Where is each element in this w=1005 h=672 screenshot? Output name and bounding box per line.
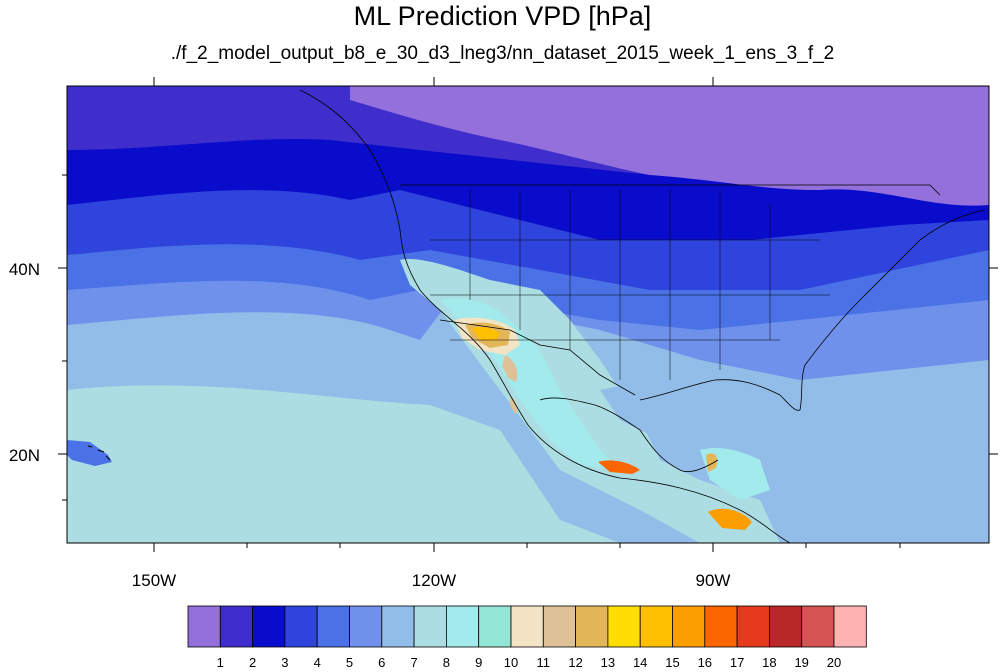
colorbar-label: 1: [217, 655, 224, 670]
colorbar-label: 20: [827, 655, 841, 670]
colorbar-label: 13: [601, 655, 615, 670]
field-level-12: [502, 355, 518, 382]
colorbar-swatch: [284, 605, 318, 648]
field-hawaii: [67, 440, 112, 466]
colorbar-label: 14: [633, 655, 647, 670]
lat-tick-label: 20N: [9, 446, 40, 465]
colorbar-swatch: [704, 605, 738, 648]
colorbar-swatch: [833, 605, 867, 648]
colorbar-swatch: [316, 605, 350, 648]
vpd-contour-field: [67, 86, 989, 543]
coastlines: [87, 89, 986, 543]
field-level-8-band: [270, 458, 520, 500]
field-central-america: [700, 448, 770, 500]
colorbar-swatch: [542, 605, 576, 648]
colorbar-swatch: [575, 605, 609, 648]
colorbar-swatch: [801, 605, 835, 648]
colorbar-swatch: [219, 605, 254, 648]
map-title: ML Prediction VPD [hPa]: [353, 1, 652, 31]
colorbar-label: 11: [537, 655, 551, 670]
lon-tick-label: 150W: [132, 571, 176, 590]
pacific-coastline: [299, 89, 791, 543]
plot-frame: [66, 85, 990, 544]
colorbar-swatch: [413, 605, 447, 648]
lon-tick-label: 120W: [412, 571, 456, 590]
field-level-13-yucatan: [706, 453, 718, 472]
colorbar-swatch: [769, 605, 803, 648]
colorbar-swatch: [607, 605, 641, 648]
colorbar-label: 19: [794, 655, 808, 670]
colorbar-swatch: [510, 605, 544, 648]
map-subtitle: ./f_2_model_output_b8_e_30_d3_lneg3/nn_d…: [170, 43, 835, 64]
colorbar-swatch: [187, 605, 221, 648]
colorbar-label: 17: [730, 655, 744, 670]
field-level-16: [708, 508, 752, 530]
colorbar-label: 8: [443, 655, 450, 670]
colorbar-label: 16: [698, 655, 712, 670]
atlantic-coastline: [639, 209, 986, 411]
colorbar-swatch: [672, 605, 706, 648]
lon-tick-label: 90W: [696, 571, 731, 590]
colorbar-swatch: [736, 605, 770, 648]
colorbar-swatch: [252, 605, 286, 648]
colorbar-label: 9: [475, 655, 482, 670]
colorbar-label: 2: [249, 655, 256, 670]
colorbar-label: 10: [504, 655, 518, 670]
colorbar-swatch: [445, 605, 480, 648]
colorbar-swatch: [478, 605, 512, 648]
gulf-coastline: [539, 397, 719, 473]
colorbar-label: 3: [281, 655, 288, 670]
field-level-17: [598, 460, 640, 474]
colorbar-label: 18: [762, 655, 776, 670]
colorbar-label: 4: [314, 655, 321, 670]
colorbar: 1 2 3 4 5 6 7 8 9 10 11 12 13 14 15 16 17 18 19 20: [187, 605, 867, 670]
colorbar-swatch: [381, 605, 415, 648]
colorbar-label: 12: [568, 655, 582, 670]
lat-tick-label: 40N: [9, 260, 40, 279]
us-canada-border: [400, 184, 941, 196]
colorbar-label: 7: [410, 655, 417, 670]
colorbar-label: 6: [378, 655, 385, 670]
colorbar-label: 15: [665, 655, 679, 670]
colorbar-swatch: [349, 605, 383, 648]
field-level-15: [472, 326, 500, 340]
field-gulf: [600, 384, 760, 440]
hawaii-islands: [87, 445, 111, 461]
us-mexico-border: [439, 319, 636, 396]
axis-ticks: [58, 77, 998, 552]
colorbar-label: 5: [346, 655, 353, 670]
field-level-1: [350, 86, 989, 206]
field-level-12-baja: [510, 395, 518, 414]
colorbar-swatch: [639, 605, 673, 648]
us-state-borders: [430, 190, 830, 380]
